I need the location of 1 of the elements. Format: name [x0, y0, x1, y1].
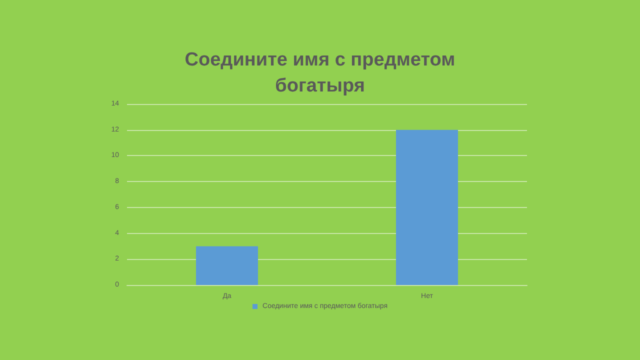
chart-title: Соедините имя с предметом богатыря: [184, 50, 456, 96]
